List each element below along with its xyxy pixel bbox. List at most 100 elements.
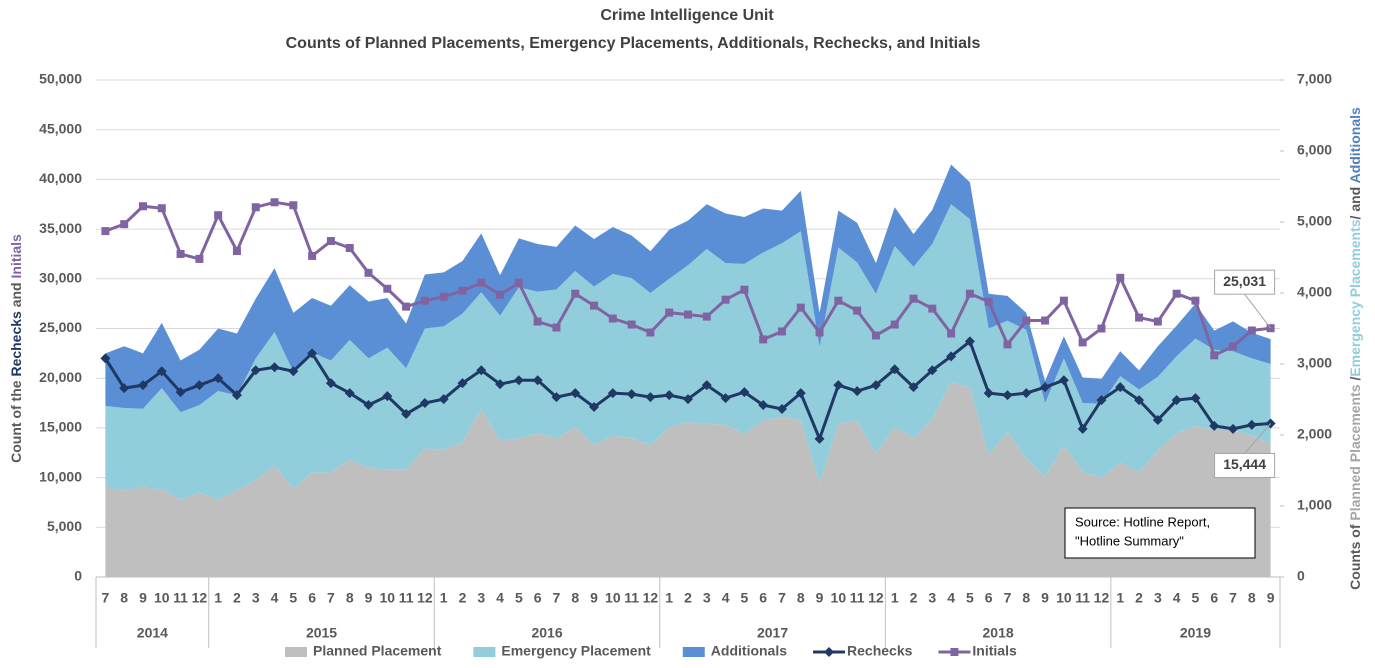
marker <box>439 292 448 301</box>
marker <box>1002 390 1013 401</box>
y2-axis-title: Counts of Planned Placements /Emergency … <box>1347 107 1363 590</box>
x-tick-label: 11 <box>624 590 639 606</box>
marker <box>646 328 655 337</box>
marker <box>402 302 411 311</box>
chart-subtitle: Counts of Planned Placements, Emergency … <box>286 35 981 52</box>
axis-title-part: Planned Placements <box>1347 384 1363 520</box>
legend-marker <box>824 647 835 657</box>
x-tick-label: 12 <box>1094 590 1110 606</box>
marker <box>853 306 862 315</box>
y2-tick-label: 2,000 <box>1297 426 1332 442</box>
x-tick-label: 6 <box>1210 590 1218 606</box>
marker <box>758 400 769 411</box>
x-tick-label: 10 <box>380 590 396 606</box>
marker <box>288 366 299 377</box>
marker <box>815 328 824 337</box>
x-tick-label: 1 <box>891 590 899 606</box>
x-tick-label: 12 <box>868 590 884 606</box>
legend-swatch <box>285 647 307 657</box>
y-tick-label: 50,000 <box>39 71 82 87</box>
x-tick-label: 4 <box>722 590 730 606</box>
marker <box>1247 326 1256 335</box>
marker <box>664 390 675 401</box>
y2-tick-label: 7,000 <box>1297 71 1332 87</box>
marker <box>175 387 186 398</box>
callout-line <box>1244 423 1271 454</box>
legend-label: Planned Placement <box>313 643 442 659</box>
marker <box>590 301 599 310</box>
year-label: 2019 <box>1180 625 1211 641</box>
area <box>105 204 1271 500</box>
marker <box>720 393 731 404</box>
marker <box>1171 395 1182 406</box>
marker <box>889 364 900 375</box>
marker <box>137 380 148 391</box>
marker <box>119 383 130 394</box>
x-tick-label: 11 <box>173 590 188 606</box>
marker <box>194 380 205 391</box>
marker <box>101 227 110 236</box>
x-tick-label: 6 <box>308 590 316 606</box>
marker <box>984 297 993 306</box>
x-tick-label: 8 <box>346 590 354 606</box>
x-tick-label: 12 <box>192 590 208 606</box>
marker <box>834 296 843 305</box>
legend-label: Additionals <box>711 643 787 659</box>
marker <box>477 278 486 287</box>
x-tick-label: 10 <box>605 590 621 606</box>
marker <box>645 392 656 403</box>
marker <box>533 317 542 326</box>
marker <box>251 203 260 212</box>
x-tick-label: 11 <box>1075 590 1090 606</box>
marker <box>513 375 524 386</box>
marker <box>1096 395 1107 406</box>
marker <box>364 268 373 277</box>
marker <box>1116 273 1125 282</box>
marker <box>739 387 750 398</box>
year-label: 2018 <box>983 625 1014 641</box>
x-tick-label: 9 <box>590 590 598 606</box>
marker <box>928 304 937 313</box>
marker <box>740 285 749 294</box>
marker <box>927 365 938 376</box>
marker <box>665 308 674 317</box>
y-axis-title: Count of the Rechecks and Initials <box>8 234 24 463</box>
marker <box>289 201 298 210</box>
x-tick-label: 3 <box>252 590 260 606</box>
y-tick-label: 0 <box>74 568 82 584</box>
legend-label: Initials <box>972 643 1017 659</box>
marker <box>1228 423 1239 434</box>
x-tick-label: 3 <box>928 590 936 606</box>
x-tick-label: 12 <box>417 590 433 606</box>
year-label: 2014 <box>137 625 168 641</box>
marker <box>551 392 562 403</box>
y-tick-label: 40,000 <box>39 170 82 186</box>
marker <box>870 380 881 391</box>
marker <box>532 375 543 386</box>
legend-label: Emergency Placement <box>501 643 651 659</box>
marker <box>458 286 467 295</box>
axis-title-part: Count of the <box>8 377 24 463</box>
marker <box>701 380 712 391</box>
marker <box>401 408 412 419</box>
marker <box>120 220 129 229</box>
y2-tick-label: 3,000 <box>1297 355 1332 371</box>
marker <box>684 310 692 319</box>
marker <box>231 390 242 401</box>
marker <box>438 394 449 405</box>
marker <box>1190 393 1201 404</box>
marker <box>457 378 468 389</box>
x-tick-label: 1 <box>665 590 673 606</box>
marker <box>195 254 204 263</box>
marker <box>1021 388 1032 399</box>
x-tick-label: 9 <box>1267 590 1275 606</box>
marker <box>1152 414 1163 425</box>
marker <box>250 365 261 376</box>
marker <box>1058 375 1069 386</box>
x-tick-label: 5 <box>740 590 748 606</box>
marker <box>965 289 974 298</box>
x-tick-label: 1 <box>440 590 448 606</box>
x-tick-label: 7 <box>778 590 786 606</box>
marker <box>890 320 899 329</box>
x-tick-label: 4 <box>1173 590 1181 606</box>
